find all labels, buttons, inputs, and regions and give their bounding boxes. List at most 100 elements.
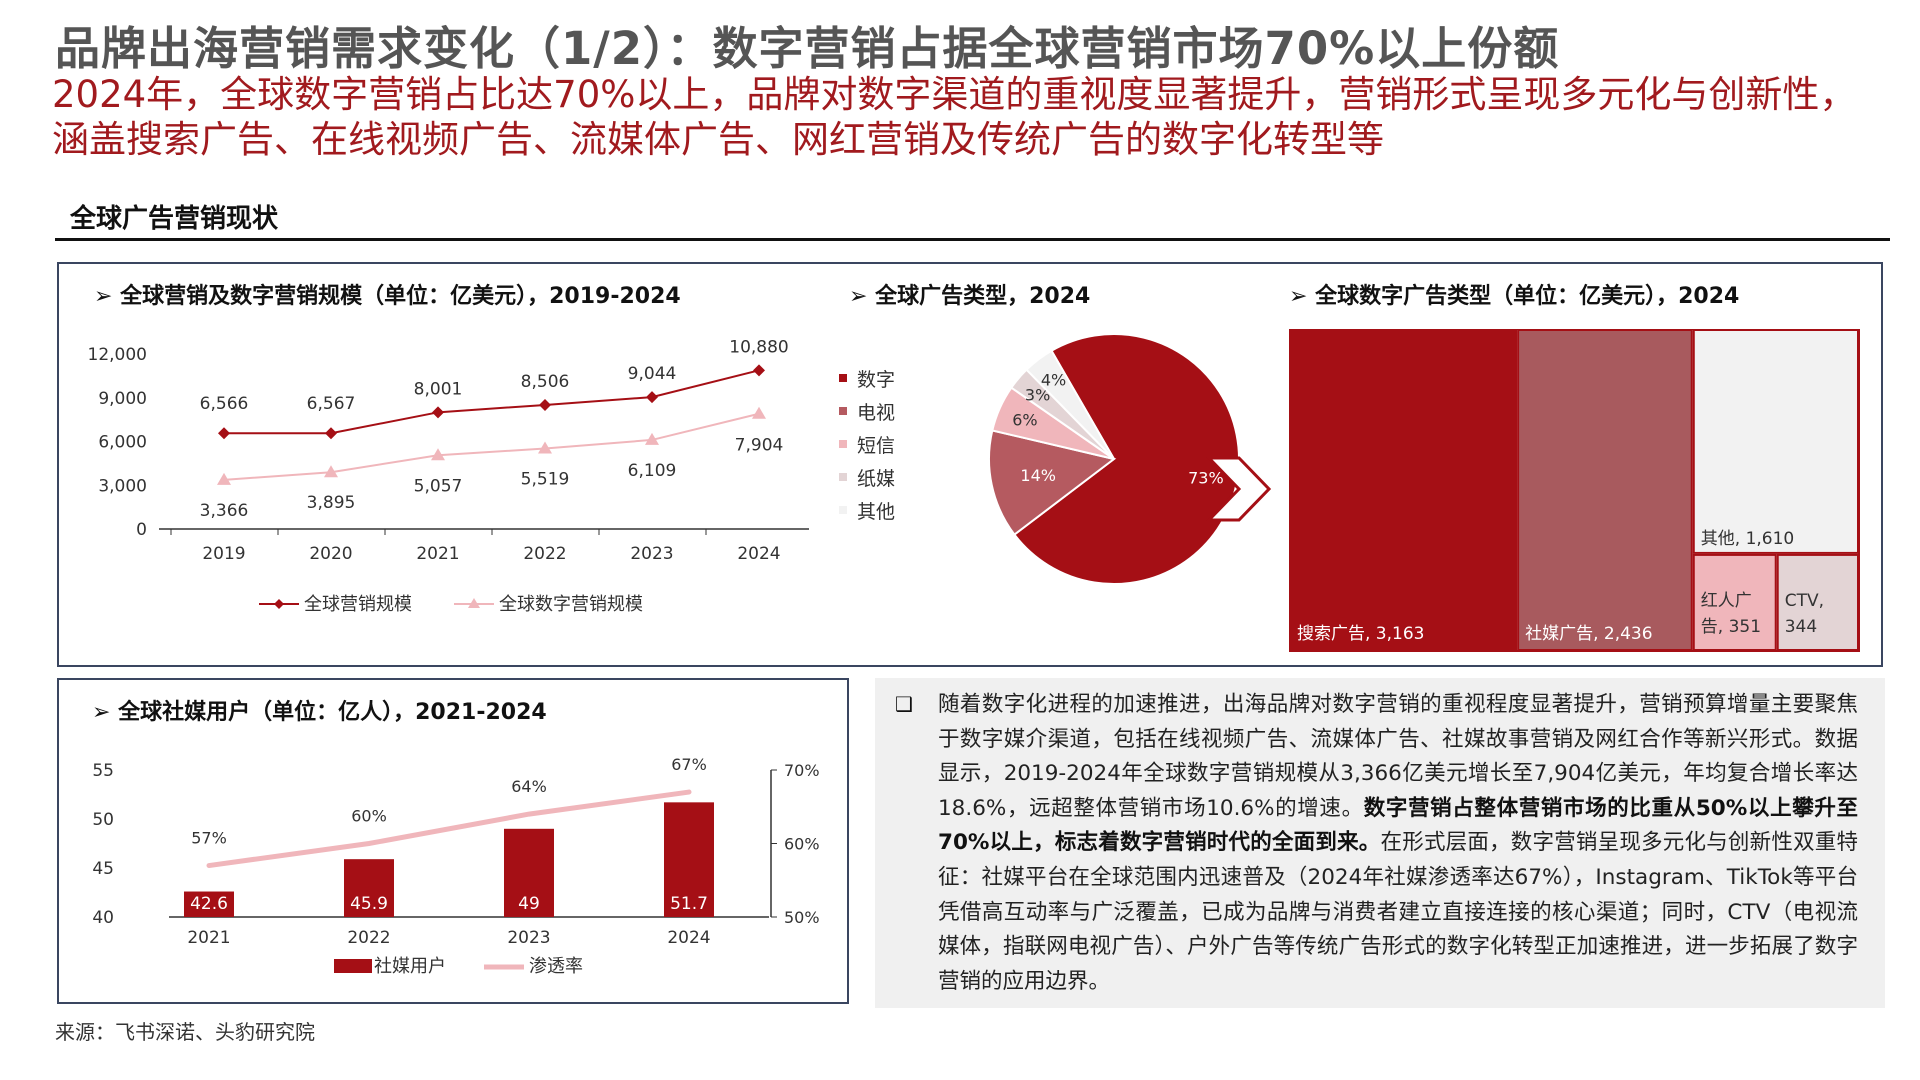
bar-social-users <box>504 828 554 917</box>
legend-swatch <box>839 374 847 382</box>
pie-slice-其他 <box>1025 349 1115 460</box>
pie-label: 14% <box>1020 466 1056 485</box>
legend-label: 短信 <box>857 435 895 457</box>
y2-tick-label: 70% <box>784 761 820 780</box>
page-subtitle: 2024年，全球数字营销占比达70%以上，品牌对数字渠道的重视度显著提升，营销形… <box>52 73 1857 161</box>
treemap-label: 344 <box>1785 617 1817 637</box>
data-label: 6,566 <box>200 394 249 414</box>
pie-label: 4% <box>1041 370 1066 389</box>
pie-label: 3% <box>1025 385 1050 404</box>
y-tick-label: 3,000 <box>98 476 147 496</box>
data-label: 8,506 <box>521 372 570 392</box>
x-tick-label: 2023 <box>630 544 673 564</box>
top-chart-panel: ➢ 全球营销及数字营销规模（单位：亿美元），2019-2024 0 3,000 6,… <box>57 262 1883 667</box>
treemap-cell-CTV <box>1776 553 1859 651</box>
data-label: 3,895 <box>307 493 356 513</box>
y-tick-label: 50 <box>92 810 114 830</box>
x-tick-label: 2022 <box>347 928 390 948</box>
combo-chart-title: ➢ 全球社媒用户（单位：亿人），2021-2024 <box>92 700 547 725</box>
x-tick-label: 2024 <box>667 928 710 948</box>
data-label: 8,001 <box>414 379 463 399</box>
data-label: 7,904 <box>735 436 784 456</box>
y-tick-label: 40 <box>92 908 114 928</box>
data-point-total <box>218 427 230 440</box>
legend-swatch-bar <box>334 959 372 973</box>
data-point-total <box>432 406 444 419</box>
data-point-digital <box>431 448 445 461</box>
summary-textbox: ❑ 随着数字化进程的加速推进，出海品牌对数字营销的重视程度显著提升，营销预算增量… <box>875 678 1885 1008</box>
y2-tick-label: 60% <box>784 835 820 854</box>
treemap-cell-搜索广告 <box>1289 329 1518 651</box>
combo-chart: 40 45 50 55 50% 60% 70% 42.6 2021 45.9 2022 49 2023 5… <box>92 755 820 977</box>
triangle-bullet-icon: ➢ <box>94 284 121 309</box>
legend-marker-digital <box>468 598 480 608</box>
line-label: 67% <box>671 755 707 774</box>
treemap-label: 告, 351 <box>1701 617 1761 637</box>
treemap-cell-社媒广告 <box>1517 329 1693 651</box>
y2-tick-label: 50% <box>784 908 820 927</box>
pie-slice-电视 <box>988 429 1117 536</box>
treemap-label: 搜索广告, 3,163 <box>1297 624 1424 644</box>
bar-label: 42.6 <box>190 894 228 914</box>
treemap-cell-其他 <box>1692 329 1860 554</box>
triangle-bullet-icon: ➢ <box>1289 284 1316 309</box>
bottom-chart-panel: ➢ 全球社媒用户（单位：亿人），2021-2024 40 45 50 55 50% 60%… <box>57 678 849 1004</box>
x-tick-label: 2020 <box>309 544 352 564</box>
line-label: 64% <box>511 777 547 796</box>
legend-label-bar: 社媒用户 <box>374 956 446 977</box>
triangle-bullet-icon: ➢ <box>849 284 876 309</box>
treemap-title: ➢ 全球数字广告类型（单位：亿美元），2024 <box>1289 284 1740 309</box>
treemap-label: 其他, 1,610 <box>1701 529 1794 549</box>
legend-label-total: 全球营销规模 <box>304 594 412 615</box>
bar-label: 45.9 <box>350 894 388 914</box>
x-tick-label: 2021 <box>416 544 459 564</box>
data-point-total <box>646 391 658 404</box>
x-tick-label: 2019 <box>202 544 245 564</box>
data-point-digital <box>217 472 231 485</box>
summary-text-bold: 数字营销占整体营销市场的比重从50%以上攀升至70%以上，标志着数字营销时代的全… <box>938 795 1858 856</box>
data-label: 3,366 <box>200 501 249 521</box>
series-line-total <box>223 369 760 435</box>
legend-swatch <box>839 506 847 514</box>
summary-paragraph: 随着数字化进程的加速推进，出海品牌对数字营销的重视程度显著提升，营销预算增量主要… <box>938 688 1858 999</box>
data-label: 10,880 <box>729 337 788 357</box>
data-label: 5,519 <box>521 470 570 490</box>
data-point-total <box>325 427 337 440</box>
square-bullet-icon: ❑ <box>895 692 913 716</box>
legend-label: 纸媒 <box>857 468 895 490</box>
treemap-label: 社媒广告, 2,436 <box>1525 624 1652 644</box>
bar-social-users <box>184 891 234 917</box>
summary-text-2: 在形式层面，数字营销呈现多元化与创新性双重特征：社媒平台在全球范围内迅速普及（2… <box>938 830 1858 994</box>
y-tick-label: 9,000 <box>98 389 147 409</box>
y-tick-label: 55 <box>92 761 114 781</box>
data-point-digital <box>752 406 766 419</box>
pie-label: 6% <box>1012 410 1037 429</box>
y-tick-label: 45 <box>92 859 114 879</box>
pie-chart-title: ➢ 全球广告类型，2024 <box>849 284 1091 309</box>
data-label: 9,044 <box>628 364 677 384</box>
data-point-total <box>539 398 551 411</box>
x-tick-label: 2023 <box>507 928 550 948</box>
legend-label-digital: 全球数字营销规模 <box>499 594 643 615</box>
data-point-digital <box>645 432 659 445</box>
treemap-label: CTV, <box>1785 591 1824 611</box>
section-title: 全球广告营销现状 <box>70 204 279 234</box>
bar-label: 51.7 <box>670 894 708 914</box>
data-label: 6,567 <box>307 394 356 414</box>
legend-swatch <box>839 407 847 415</box>
treemap-label: 红人广 <box>1701 591 1752 611</box>
penetration-line <box>206 789 692 869</box>
legend-label: 其他 <box>857 501 895 523</box>
line-chart-title: ➢ 全球营销及数字营销规模（单位：亿美元），2019-2024 <box>94 284 681 309</box>
legend-label: 电视 <box>857 402 895 424</box>
legend-label-line: 渗透率 <box>529 956 583 977</box>
line-label: 60% <box>351 807 387 826</box>
x-tick-label: 2021 <box>187 928 230 948</box>
y-tick-label: 12,000 <box>88 345 147 365</box>
y-tick-label: 6,000 <box>98 433 147 453</box>
summary-text-1: 随着数字化进程的加速推进，出海品牌对数字营销的重视程度显著提升，营销预算增量主要… <box>938 692 1858 821</box>
data-point-total <box>753 364 765 377</box>
series-line-digital <box>223 412 760 481</box>
